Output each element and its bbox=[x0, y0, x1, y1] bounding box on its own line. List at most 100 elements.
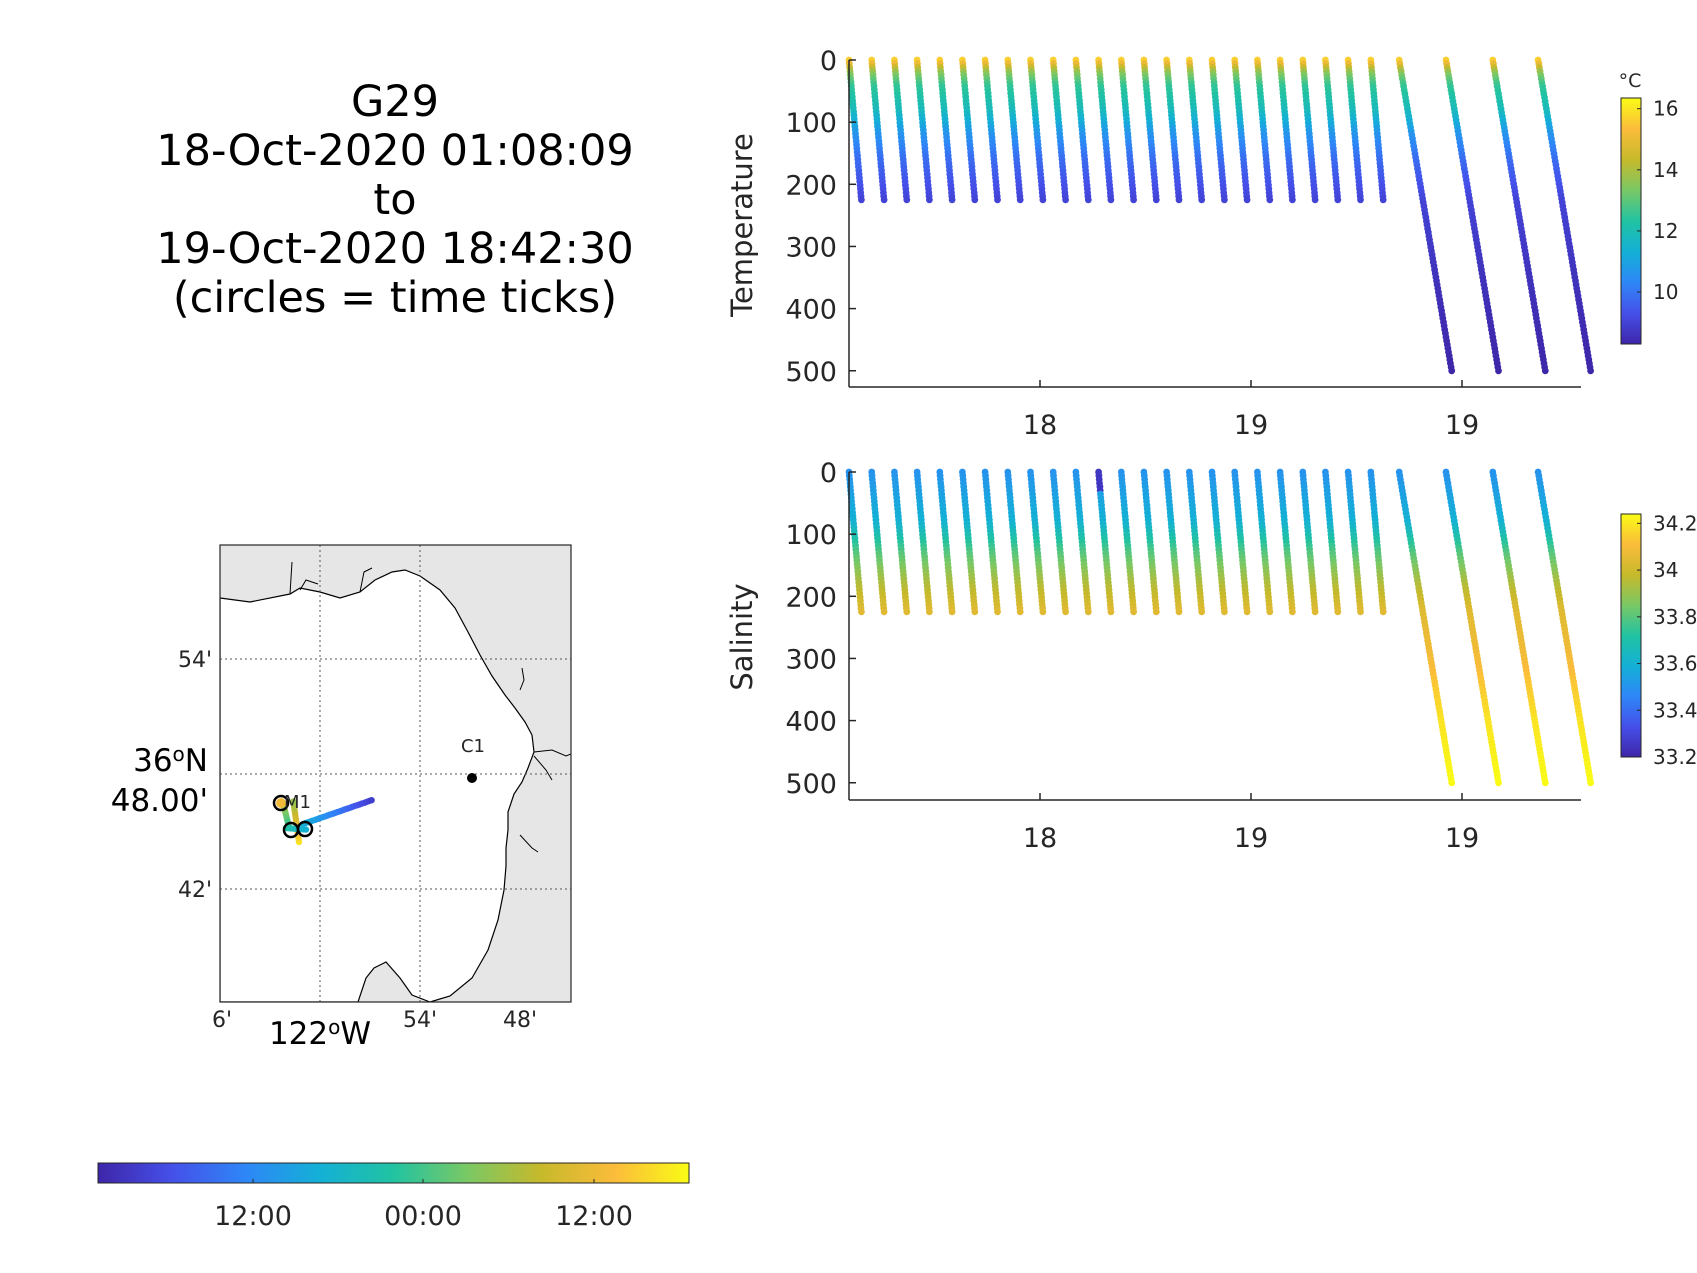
map-frame bbox=[219, 544, 572, 1003]
profile-12-point bbox=[1107, 196, 1115, 204]
profile-1-point bbox=[858, 196, 865, 204]
profile-18-point bbox=[1243, 608, 1251, 616]
profile-21-point bbox=[1311, 608, 1319, 616]
time-tick-circle bbox=[296, 820, 314, 838]
map-lat-label-54: 54' bbox=[178, 648, 212, 673]
profile-6-point bbox=[971, 196, 979, 204]
x-tick-label: 19 bbox=[1445, 410, 1479, 441]
map-lat-label-42: 42' bbox=[178, 878, 212, 903]
profile-23-point bbox=[1357, 608, 1364, 616]
profile-17-point bbox=[1221, 196, 1228, 204]
profile-20-point bbox=[1289, 608, 1296, 616]
station-c1-marker bbox=[467, 773, 477, 783]
station-m1-label: M1 bbox=[284, 792, 311, 813]
profile-5-point bbox=[948, 196, 956, 204]
salinity-profiles bbox=[845, 468, 1594, 787]
profile-10-point bbox=[1062, 608, 1069, 616]
track-point bbox=[368, 797, 375, 804]
temperature-y-ticks: 0 100 200 300 400 500 bbox=[785, 46, 856, 388]
title-glider-id: G29 bbox=[350, 77, 440, 127]
profile-12-point bbox=[1107, 608, 1115, 616]
profile-14-point bbox=[1152, 608, 1160, 616]
time-colorbar: 12:00 00:00 12:00 bbox=[97, 1162, 690, 1232]
profile-23-point bbox=[1357, 196, 1364, 204]
profile-28-point bbox=[1587, 367, 1594, 375]
temperature-colorbar: °C 10 12 14 16 bbox=[1619, 70, 1678, 345]
profile-13-point bbox=[1130, 608, 1137, 616]
colorbar-tick-label: 34.2 bbox=[1653, 511, 1697, 535]
salinity-colorbar-ticks: 33.2 33.4 33.6 33.8 34 34.2 bbox=[1637, 511, 1697, 769]
time-tick-label: 00:00 bbox=[384, 1201, 462, 1232]
map-lat-center-degrees: 36oN bbox=[133, 742, 208, 779]
map-lon-center-degree-sign: o bbox=[328, 1015, 340, 1039]
time-colorbar-ticks: 12:00 00:00 12:00 bbox=[214, 1179, 633, 1232]
temperature-colorbar-gradient bbox=[1620, 97, 1642, 345]
profile-25-point bbox=[1448, 779, 1456, 787]
profile-2-point bbox=[880, 196, 888, 204]
y-tick-label: 300 bbox=[785, 232, 837, 263]
track-point bbox=[302, 826, 310, 833]
colorbar-tick-label: 10 bbox=[1653, 280, 1678, 304]
map-lon-center-label: 122oW bbox=[269, 1015, 371, 1052]
profile-8-point bbox=[1016, 196, 1024, 204]
map-lat-center-hemisphere: N bbox=[185, 743, 208, 779]
profile-9-point bbox=[1039, 608, 1047, 616]
profile-9-point bbox=[1039, 196, 1047, 204]
temperature-colorbar-ticks: 10 12 14 16 bbox=[1637, 97, 1678, 304]
profile-5-point bbox=[948, 608, 956, 616]
profile-6-point bbox=[971, 608, 979, 616]
y-tick-label: 200 bbox=[785, 170, 837, 201]
map-panel: C1 M1 54' 42' 36oN 48.00' 6' 54' 48' 122… bbox=[111, 544, 572, 1052]
salinity-y-ticks: 0 100 200 300 400 500 bbox=[785, 458, 856, 800]
time-tick-label: 12:00 bbox=[555, 1201, 633, 1232]
profile-4-point bbox=[926, 608, 933, 616]
x-tick-label: 18 bbox=[1023, 823, 1057, 854]
salinity-panel: 0 100 200 300 400 500 18 19 19 Salinity bbox=[725, 458, 1594, 854]
colorbar-tick-label: 14 bbox=[1653, 158, 1678, 182]
map-lat-center-minutes: 48.00' bbox=[111, 783, 208, 819]
salinity-x-ticks: 18 19 19 bbox=[1023, 793, 1479, 854]
profile-28-point bbox=[1587, 779, 1594, 787]
time-tick-label: 12:00 bbox=[214, 1201, 292, 1232]
y-tick-label: 500 bbox=[785, 357, 837, 388]
x-tick-label: 18 bbox=[1023, 410, 1057, 441]
temperature-ylabel: Temperature bbox=[725, 133, 759, 318]
profile-7-point bbox=[994, 608, 1001, 616]
colorbar-tick-label: 33.2 bbox=[1653, 745, 1697, 769]
profile-27-point bbox=[1541, 367, 1549, 375]
colorbar-tick-label: 33.6 bbox=[1653, 652, 1697, 676]
x-tick-label: 19 bbox=[1234, 410, 1268, 441]
profile-22-point bbox=[1334, 196, 1342, 204]
salinity-colorbar-gradient bbox=[1620, 513, 1642, 758]
profile-11-point bbox=[1084, 608, 1092, 616]
profile-20-point bbox=[1289, 196, 1296, 204]
profile-26-point bbox=[1495, 367, 1502, 375]
map-lon-label-6: 6' bbox=[212, 1008, 232, 1033]
map-lat-center-degree-sign: o bbox=[173, 742, 185, 766]
time-colorbar-gradient bbox=[97, 1162, 690, 1184]
profile-11-point bbox=[1084, 196, 1092, 204]
time-tick-circle bbox=[272, 794, 290, 812]
profile-13-point bbox=[1130, 196, 1137, 204]
profile-19-point bbox=[1266, 196, 1274, 204]
y-tick-label: 200 bbox=[785, 582, 837, 613]
profile-25-point bbox=[1448, 367, 1456, 375]
profile-27-point bbox=[1541, 779, 1549, 787]
y-tick-label: 0 bbox=[820, 458, 837, 489]
profile-3-point bbox=[903, 608, 911, 616]
track-point bbox=[290, 798, 297, 805]
temperature-profiles bbox=[845, 56, 1594, 375]
figure-title: G29 18-Oct-2020 01:08:09 to 19-Oct-2020 … bbox=[100, 78, 690, 323]
y-tick-label: 400 bbox=[785, 707, 837, 738]
profile-4-point bbox=[926, 196, 933, 204]
x-tick-label: 19 bbox=[1445, 823, 1479, 854]
y-tick-label: 0 bbox=[820, 46, 837, 77]
profile-2-point bbox=[880, 608, 888, 616]
colorbar-tick-label: 33.8 bbox=[1653, 605, 1697, 629]
colorbar-tick-label: 16 bbox=[1653, 97, 1678, 121]
glider-track bbox=[276, 797, 375, 846]
colorbar-tick-label: 33.4 bbox=[1653, 698, 1697, 722]
y-tick-label: 400 bbox=[785, 295, 837, 326]
y-tick-label: 300 bbox=[785, 644, 837, 675]
